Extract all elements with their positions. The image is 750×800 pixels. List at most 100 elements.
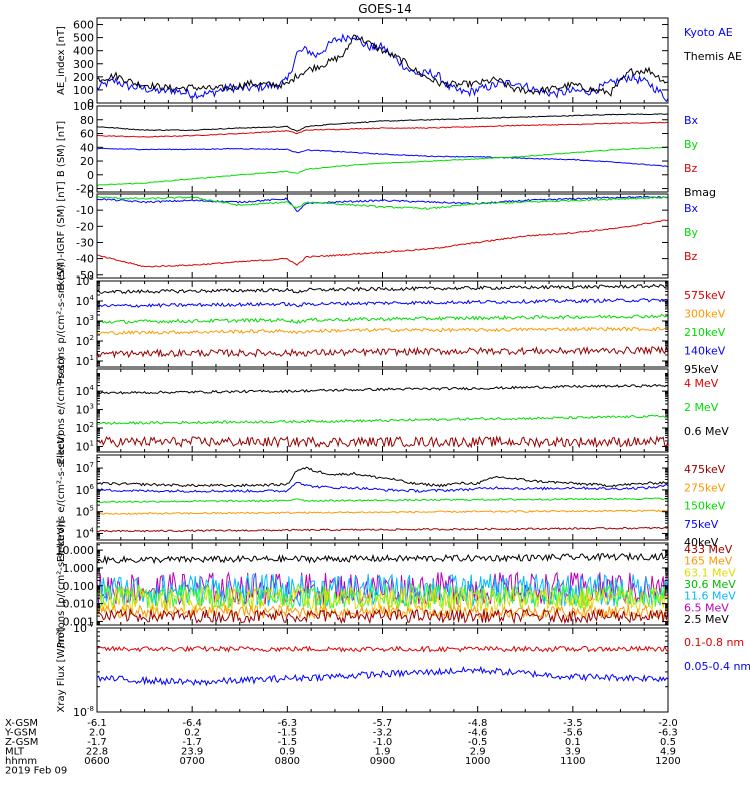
orbit-value: -4.6 <box>468 728 488 739</box>
legend-entry: Bmag <box>684 186 716 199</box>
panel-5: 101 102 103 104 Electrons e/(cm²-s-sr) 4 MeV 2… <box>56 357 729 465</box>
series-line-40kev <box>97 466 668 488</box>
series-line-75kev <box>97 481 668 493</box>
legend-entry: By <box>684 226 699 239</box>
series-line-11-6-mev <box>97 573 668 607</box>
y-tick-label: -20 <box>76 183 94 196</box>
series-line-475kev <box>97 526 668 533</box>
y-tick-exponent: 4 <box>90 384 95 392</box>
y-tick-label: 60 <box>80 128 94 141</box>
y-tick-label: 400 <box>73 45 94 58</box>
orbit-value: 2.0 <box>89 728 105 739</box>
y-tick-exponent: 5 <box>90 505 94 513</box>
y-tick-label: 0 <box>87 188 94 201</box>
orbit-value: -1.7 <box>87 737 107 748</box>
orbit-value: 4.9 <box>660 747 676 758</box>
orbit-value: 1.9 <box>375 747 391 758</box>
y-tick-label: 104 <box>76 384 95 398</box>
y-axis-label: Electrons e/(cm²-s-sr) <box>56 357 67 465</box>
series-line-bx <box>97 147 668 168</box>
series-line-63-1-mev <box>97 584 668 614</box>
orbit-value: -1.5 <box>278 737 298 748</box>
date-label: 2019 Feb 09 <box>5 766 67 777</box>
legend-entry: Bx <box>684 202 699 215</box>
y-tick-exponent: 2 <box>90 421 94 429</box>
y-tick-label: 103 <box>76 403 94 417</box>
panel-frame <box>96 454 669 541</box>
panel-8: 10-8 10-7 Xray Flux [W/m²] 0.1-0.8 nm 0.05-0… <box>56 621 750 719</box>
orbit-value: 23.9 <box>181 747 203 758</box>
orbit-value: 0.5 <box>660 737 676 748</box>
orbit-value: -0.5 <box>468 737 488 748</box>
legend-entry: 210keV <box>684 326 726 339</box>
series-line-165-mev <box>97 603 668 620</box>
legend-entry: By <box>684 138 699 151</box>
y-tick-label: 105 <box>76 274 94 288</box>
y-tick-label: -30 <box>76 236 94 249</box>
series-line-0-6-mev <box>97 384 668 395</box>
series-group <box>97 384 668 449</box>
y-tick-exponent: 4 <box>90 526 95 534</box>
y-tick-exponent: 3 <box>90 314 94 322</box>
y-tick-label: 500 <box>73 32 94 45</box>
y-tick-label: 103 <box>76 314 94 328</box>
y-tick-exponent: 6 <box>90 483 95 491</box>
y-tick-label: 100 <box>73 84 94 97</box>
orbit-value: -3.5 <box>563 718 583 729</box>
y-tick-label: 105 <box>76 505 94 519</box>
y-tick-label: 0.001 <box>63 615 95 628</box>
series-line-bz <box>97 219 668 268</box>
y-axis-label: Protons [p/(cm²-s-sr-keV)] <box>56 520 67 648</box>
legend-entry: 2 MeV <box>684 401 719 414</box>
y-tick-label: 300 <box>73 58 94 71</box>
series-group <box>97 195 668 268</box>
legend-entry: 0.1-0.8 nm <box>684 636 744 649</box>
y-axis-label: Electrons e/(cm²-s-sr-keV) <box>56 433 67 562</box>
panel-4: 101 102 103 104 105 Protons p/(cm²-s-sr-keV) 5… <box>56 264 726 385</box>
y-tick-exponent: 1 <box>90 354 94 362</box>
y-axis-label: Xray Flux [W/m²] <box>56 627 67 712</box>
series-line-575kev <box>97 283 668 294</box>
series-group <box>97 466 668 533</box>
y-tick-exponent: -7 <box>87 621 94 629</box>
orbit-value: 3.9 <box>565 747 581 758</box>
y-tick-exponent: 4 <box>90 294 95 302</box>
series-line-bmag <box>97 113 668 132</box>
legend-entry: 165 MeV <box>684 555 733 568</box>
legend-entry: 475keV <box>684 463 726 476</box>
y-tick-exponent: 2 <box>90 334 94 342</box>
orbit-value: -1.0 <box>373 737 393 748</box>
y-tick-label: 101 <box>76 354 94 368</box>
series-group <box>97 645 668 687</box>
y-tick-label: 104 <box>76 294 95 308</box>
legend-entry: 30.6 MeV <box>684 578 736 591</box>
series-line-2-5-mev <box>97 551 668 565</box>
y-tick-label: 104 <box>76 526 95 540</box>
legend-entry: Kyoto AE <box>684 26 733 39</box>
orbit-value: 0800 <box>275 756 300 767</box>
panel-3: -50 -40 -30 -20 -10 0 B (SM)-IGRF (SM) [nT] Bx B… <box>56 181 699 290</box>
orbit-value: 1000 <box>465 756 490 767</box>
y-tick-exponent: 7 <box>90 461 94 469</box>
orbit-row-label: X-GSM <box>5 718 38 729</box>
legend-entry: 95keV <box>684 363 719 376</box>
y-tick-exponent: -8 <box>87 705 94 713</box>
orbit-value: -6.3 <box>658 728 678 739</box>
orbit-value: 0.9 <box>279 747 295 758</box>
orbit-value: 0700 <box>179 756 204 767</box>
orbit-value: 0900 <box>370 756 395 767</box>
y-tick-label: 0.010 <box>63 598 95 611</box>
series-line-140kev <box>97 298 668 308</box>
legend-entry: 575keV <box>684 289 726 302</box>
series-line-4-mev <box>97 435 668 449</box>
legend-entry: 150keV <box>684 500 726 513</box>
y-tick-label: 102 <box>76 334 94 348</box>
orbit-row-label: Y-GSM <box>4 728 37 739</box>
legend-entry: 40keV <box>684 536 719 549</box>
series-group <box>97 551 668 625</box>
series-line-95kev <box>97 345 668 359</box>
